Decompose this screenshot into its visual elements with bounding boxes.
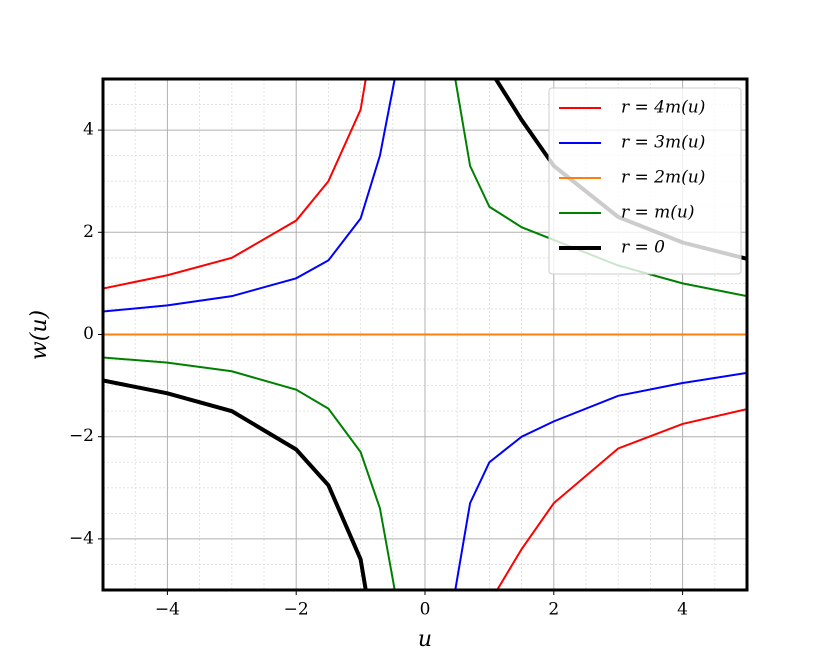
y-axis-label: w(u) (27, 310, 52, 360)
x-tick-label: −4 (155, 600, 180, 620)
plot-frame (101, 77, 749, 592)
legend-label: r = 2m(u) (621, 168, 705, 188)
x-tick-label: 4 (677, 600, 688, 620)
legend-label: r = 0 (621, 238, 665, 258)
x-tick-label: 0 (420, 600, 431, 620)
y-tick-label: −4 (69, 528, 94, 548)
legend-label: r = 3m(u) (621, 133, 705, 153)
legend-box (548, 87, 742, 275)
y-tick-label: 2 (83, 222, 94, 242)
y-tick-label: 0 (83, 324, 94, 344)
x-tick-label: −2 (284, 600, 309, 620)
legend-label: r = m(u) (621, 203, 695, 223)
series-line (103, 79, 747, 590)
x-axis-label: u (418, 627, 432, 652)
series-line (103, 79, 747, 590)
x-tick-label: 2 (548, 600, 559, 620)
legend-label: r = 4m(u) (621, 98, 705, 118)
y-tick-label: −2 (69, 426, 94, 446)
series-line (103, 79, 747, 590)
y-tick-label: 4 (83, 120, 94, 140)
